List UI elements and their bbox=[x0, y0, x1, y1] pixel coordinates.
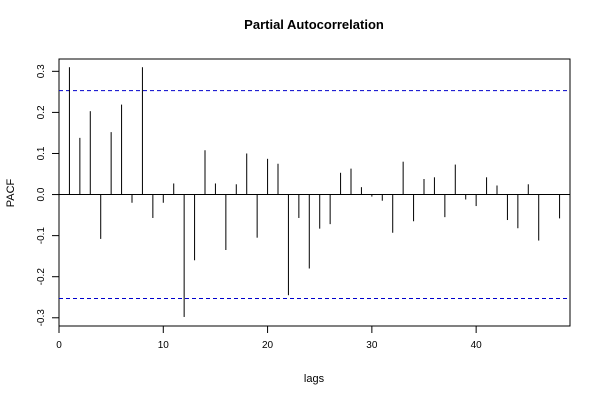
plot-frame bbox=[58, 58, 571, 327]
chart-title: Partial Autocorrelation bbox=[244, 17, 384, 32]
y-axis: -0.3 -0.2 -0.1 0.0 0.1 0.2 0.3 bbox=[36, 64, 59, 326]
y-tick-label: 0.2 bbox=[36, 105, 47, 119]
pacf-bars bbox=[59, 67, 570, 317]
y-axis-label: PACF bbox=[5, 178, 17, 207]
x-axis-label: lags bbox=[304, 373, 325, 385]
y-tick-label: -0.2 bbox=[36, 268, 47, 286]
y-tick-label: 0.1 bbox=[36, 146, 47, 160]
x-axis: 0 10 20 30 40 bbox=[56, 326, 482, 351]
x-tick-label: 0 bbox=[56, 340, 62, 351]
x-tick-label: 30 bbox=[366, 340, 378, 351]
y-tick-label: 0.0 bbox=[36, 187, 47, 201]
x-tick-label: 40 bbox=[471, 340, 483, 351]
y-tick-label: 0.3 bbox=[36, 64, 47, 78]
y-tick-label: -0.3 bbox=[36, 309, 47, 327]
x-tick-label: 10 bbox=[158, 340, 170, 351]
y-tick-label: -0.1 bbox=[36, 227, 47, 245]
x-tick-label: 20 bbox=[262, 340, 274, 351]
